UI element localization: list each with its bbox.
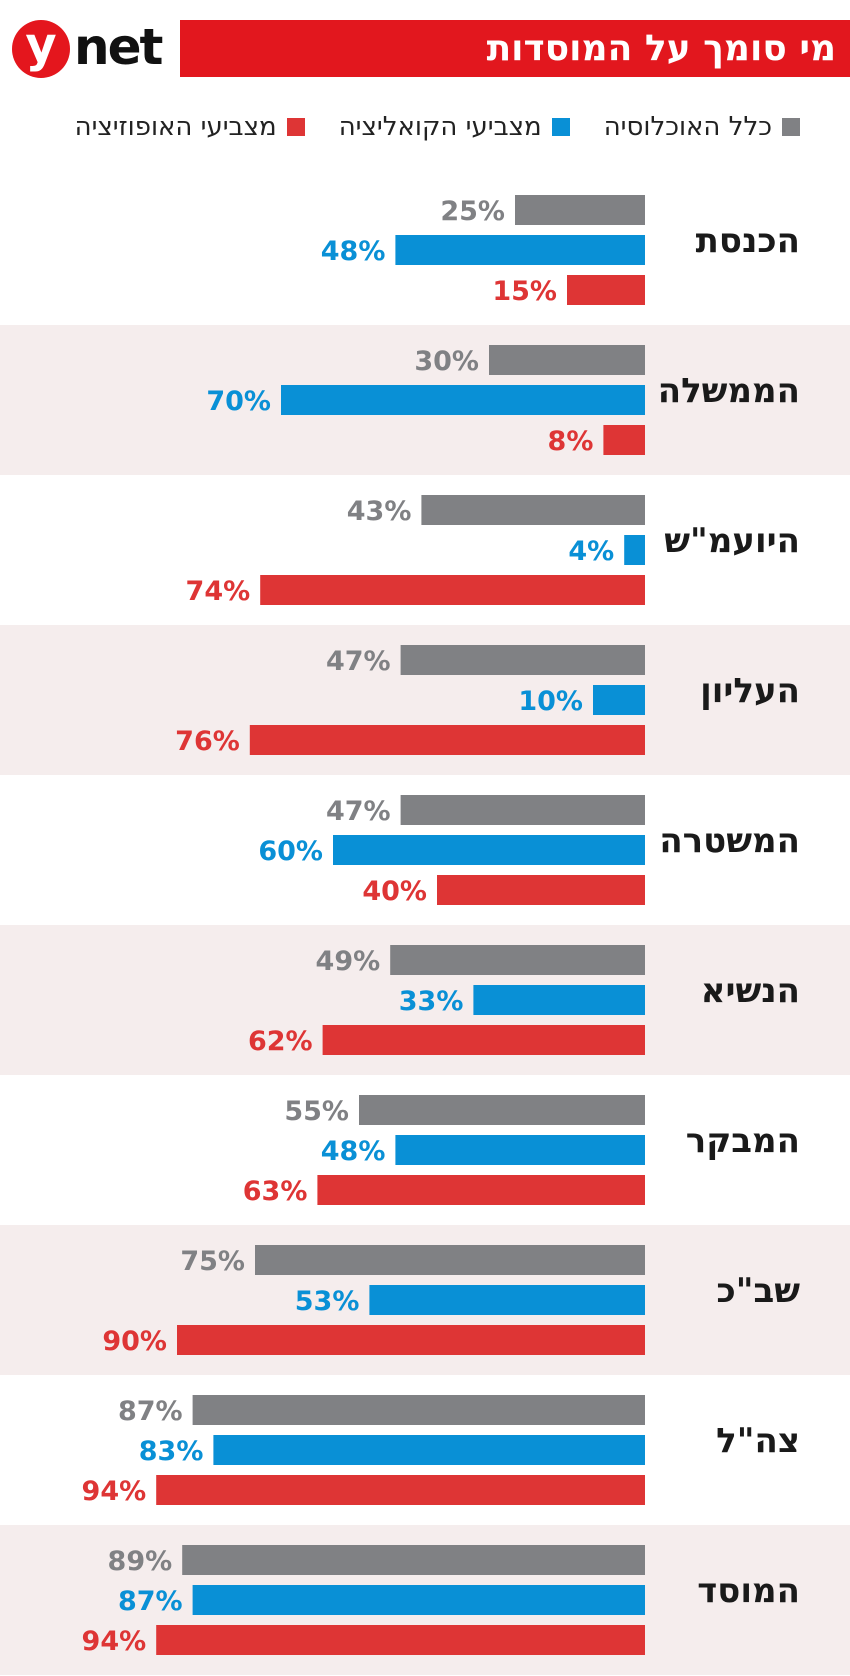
legend-label-general: כלל האוכלוסיה	[603, 112, 772, 142]
data-label-general: 89%	[108, 1546, 173, 1577]
data-label-coalition: 70%	[206, 386, 271, 417]
legend-item-opposition: מצביעי האופוזיציה	[75, 112, 305, 142]
bar-general	[192, 1395, 645, 1425]
data-label-general: 87%	[118, 1396, 183, 1427]
logo-net-text: net	[74, 18, 163, 76]
bar-general	[400, 645, 645, 675]
data-label-coalition: 4%	[568, 536, 614, 567]
bar-opposition	[322, 1025, 645, 1055]
bar-coalition	[593, 685, 645, 715]
bar-general	[421, 495, 645, 525]
data-label-general: 47%	[326, 646, 391, 677]
logo-circle	[12, 20, 70, 78]
data-label-coalition: 53%	[295, 1286, 360, 1317]
chart-title: מי סומך על המוסדות	[180, 20, 850, 77]
data-label-opposition: 94%	[82, 1626, 147, 1657]
legend-item-coalition: מצביעי הקואליציה	[339, 112, 570, 142]
data-label-opposition: 40%	[362, 876, 427, 907]
bar-general	[255, 1245, 645, 1275]
ynet-logo: y net	[12, 17, 163, 80]
bar-opposition	[156, 1625, 645, 1655]
data-label-coalition: 48%	[321, 1136, 386, 1167]
data-label-general: 55%	[284, 1096, 349, 1127]
legend: כלל האוכלוסיה מצביעי הקואליציה מצביעי הא…	[75, 110, 800, 144]
data-label-coalition: 48%	[321, 236, 386, 267]
bar-coalition	[473, 985, 645, 1015]
category-label: המשטרה	[659, 821, 800, 861]
bar-coalition	[333, 835, 645, 865]
legend-swatch-coalition	[551, 118, 570, 136]
data-label-coalition: 33%	[399, 986, 464, 1017]
bar-opposition	[177, 1325, 645, 1355]
data-label-general: 49%	[316, 946, 381, 977]
data-label-opposition: 94%	[82, 1476, 147, 1507]
data-label-opposition: 90%	[102, 1326, 167, 1357]
bar-general	[359, 1095, 645, 1125]
data-label-coalition: 83%	[139, 1436, 204, 1467]
category-label: הכנסת	[696, 221, 800, 261]
bar-opposition	[156, 1475, 645, 1505]
category-label: המבקר	[686, 1121, 800, 1161]
bar-opposition	[260, 575, 645, 605]
legend-item-general: כלל האוכלוסיה	[604, 112, 800, 142]
bar-general	[182, 1545, 645, 1575]
data-label-opposition: 74%	[186, 576, 251, 607]
bar-general	[489, 345, 645, 375]
data-label-coalition: 60%	[258, 836, 323, 867]
data-label-general: 47%	[326, 796, 391, 827]
data-label-opposition: 63%	[243, 1176, 308, 1207]
data-label-general: 43%	[347, 496, 412, 527]
category-label: העליון	[700, 671, 800, 711]
data-label-general: 30%	[414, 346, 479, 377]
bar-general	[515, 195, 645, 225]
category-label: הממשלה	[658, 371, 800, 411]
data-label-general: 25%	[440, 196, 505, 227]
bar-opposition	[567, 275, 645, 305]
bar-coalition	[192, 1585, 645, 1615]
bar-opposition	[437, 875, 645, 905]
bar-coalition	[395, 235, 645, 265]
data-label-opposition: 8%	[548, 426, 594, 457]
data-label-opposition: 15%	[492, 276, 557, 307]
category-label: המוסד	[697, 1571, 800, 1611]
legend-swatch-general	[782, 118, 800, 136]
category-label: הנשיא	[701, 971, 800, 1011]
data-label-opposition: 76%	[175, 726, 240, 757]
data-label-coalition: 87%	[118, 1586, 183, 1617]
bar-coalition	[213, 1435, 645, 1465]
data-label-opposition: 62%	[248, 1026, 313, 1057]
logo-y-letter: y	[25, 17, 57, 73]
bar-coalition	[395, 1135, 645, 1165]
bar-opposition	[249, 725, 646, 755]
bar-general	[400, 795, 645, 825]
category-label: צה"ל	[716, 1421, 800, 1461]
legend-label-coalition: מצביעי הקואליציה	[338, 112, 542, 142]
bar-coalition	[369, 1285, 645, 1315]
bar-coalition	[624, 535, 645, 565]
bar-coalition	[281, 385, 645, 415]
bar-opposition	[603, 425, 645, 455]
legend-swatch-opposition	[286, 118, 305, 136]
bar-opposition	[317, 1175, 645, 1205]
category-label: היועמ"ש	[664, 521, 800, 561]
bar-general	[390, 945, 645, 975]
legend-label-opposition: מצביעי האופוזיציה	[74, 112, 277, 142]
data-label-coalition: 10%	[518, 686, 583, 717]
category-label: שב"כ	[717, 1271, 801, 1311]
data-label-general: 75%	[180, 1246, 245, 1277]
